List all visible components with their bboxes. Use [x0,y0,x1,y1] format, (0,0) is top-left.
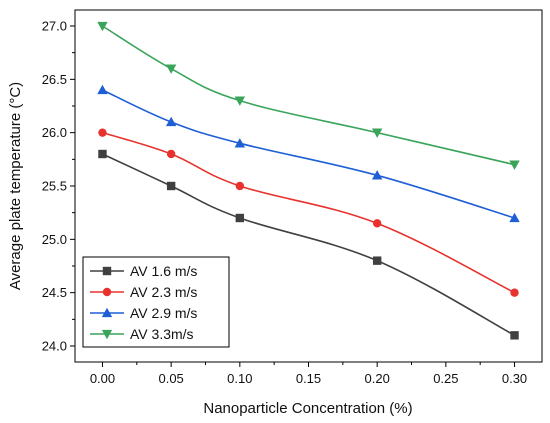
series-av-2-9-m-s [97,84,520,223]
y-tick-label: 25.0 [42,232,67,247]
legend-label: AV 1.6 m/s [130,263,197,279]
data-point [165,64,177,74]
legend-label: AV 2.3 m/s [130,284,197,300]
legend-item-av-2-9-m-s: AV 2.9 m/s [90,305,197,321]
legend-label: AV 3.3m/s [130,326,194,342]
y-tick-label: 26.5 [42,72,67,87]
legend-marker [101,329,113,340]
legend: AV 1.6 m/s AV 2.3 m/s AV 2.9 m/s AV 3.3m/s [82,256,230,348]
data-point [509,160,520,170]
data-point [371,128,383,138]
y-axis: 24.0 24.5 25.0 25.5 26.0 26.5 27.0 [42,19,75,354]
data-point [510,288,519,297]
y-tick-label: 24.0 [42,339,67,354]
series-line [102,131,515,294]
legend-marker [102,266,112,276]
y-tick-label: 24.5 [42,285,67,300]
data-point [234,138,246,148]
legend-marker [101,307,113,318]
data-point [98,128,107,137]
data-point [166,181,176,191]
series-av-2-3-m-s [98,128,519,297]
x-tick-label: 0.15 [296,371,321,386]
data-point [372,219,382,228]
data-point [371,170,383,180]
data-point [97,21,108,32]
x-tick-label: 0.00 [90,371,115,386]
series-layer [97,21,520,340]
data-point [372,256,382,265]
legend-item-av-3-3m-s: AV 3.3m/s [90,326,194,342]
data-point [235,181,245,191]
y-tick-label: 25.5 [42,179,67,194]
legend-marker [102,287,112,297]
data-point [97,84,108,95]
data-point [509,212,520,223]
x-tick-label: 0.10 [227,371,252,386]
data-point [98,149,107,159]
data-point [165,116,177,127]
x-tick-label: 0.20 [365,371,390,386]
x-tick-label: 0.30 [502,371,527,386]
y-axis-title: Average plate temperature (°C) [7,82,24,290]
x-tick-label: 0.25 [433,371,458,386]
legend-item-av-2-3-m-s: AV 2.3 m/s [90,284,197,300]
y-tick-label: 27.0 [42,19,67,34]
data-point [234,96,246,106]
series-av-3-3m-s [97,21,520,170]
legend-label: AV 2.9 m/s [130,305,197,321]
series-av-1-6-m-s [98,149,519,340]
data-point [510,331,519,340]
series-line [102,153,515,337]
x-axis: 0.00 0.05 0.10 0.15 0.20 0.25 0.30 [90,362,527,386]
x-tick-label: 0.05 [158,371,183,386]
x-axis-title: Nanoparticle Concentration (%) [203,400,412,417]
y-tick-label: 26.0 [42,125,67,140]
series-line [102,25,515,166]
series-line [102,89,515,219]
legend-item-av-1-6-m-s: AV 1.6 m/s [90,263,197,279]
data-point [166,149,176,159]
data-point [235,213,245,223]
